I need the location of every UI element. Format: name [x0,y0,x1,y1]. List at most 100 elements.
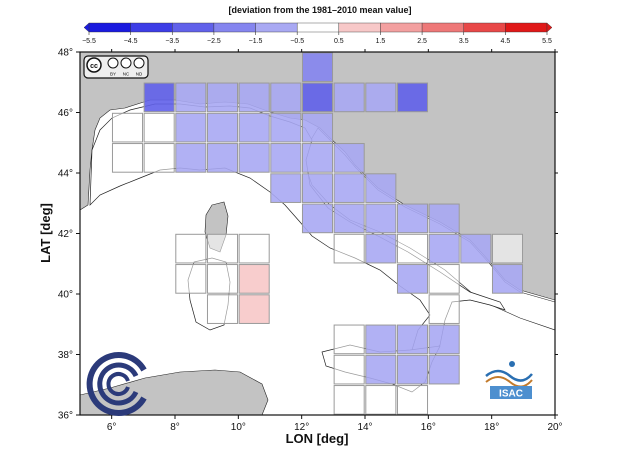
colorbar-segment [296,22,340,33]
grid-cell [143,112,175,143]
colorbar-segment [213,22,256,33]
grid-cell [491,233,524,264]
colorbar-tick-label: −2.5 [207,38,221,45]
y-tick-label: 46° [58,108,73,119]
grid-cell [333,173,365,203]
grid-cell [270,82,302,113]
y-tick-label: 38° [58,350,73,361]
nd-icon [133,57,145,69]
grid-cell [301,112,334,143]
colorbar-tick-label: 2.5 [417,38,427,45]
colorbar-tick-label: −1.5 [249,38,263,45]
grid-cell [238,294,270,324]
x-tick-label: 18° [484,422,499,433]
grid-cell [301,52,334,82]
grid-cell [365,385,397,415]
grid-cell [301,82,334,113]
grid-cell [238,264,270,294]
grid-cell [333,82,365,113]
colorbar-tick-label: −5.5 [82,38,96,45]
colorbar-title: [deviation from the 1981–2010 mean value… [228,5,412,15]
grid-cell [143,82,175,113]
grid-cell [206,112,239,143]
grid-cell [301,173,334,203]
colorbar-tick-label: −3.5 [165,38,179,45]
grid-cell [365,354,397,385]
colorbar: −5.5 −4.5 −3.5 −2.5 −1.5 −0.5 0.5 1.5 2.5 3.5 4.5 5… [82,22,553,45]
x-tick-label: 20° [547,422,562,433]
colorbar-max-arrow [546,22,553,33]
grid-cell [428,354,460,385]
colorbar-segment [338,22,381,33]
grid-cell [428,233,460,264]
grid-cell [206,82,239,113]
grid-cell [175,112,207,143]
grid-cell [333,385,365,415]
grid-cell [270,173,302,203]
grid-cell [365,82,397,113]
colorbar-segment [255,22,298,33]
cc-license-badge[interactable]: cc BY NC ND [83,55,149,79]
grid-cells [111,52,524,415]
grid-cell [491,264,524,294]
grid-cell [111,143,144,173]
grid-cell [365,203,397,234]
grid-cell [270,112,302,143]
grid-cell [206,294,239,324]
grid-cell [206,233,239,264]
grid-cell [396,82,429,113]
colorbar-tick-label: 1.5 [376,38,386,45]
y-tick-label: 36° [58,411,73,422]
grid-cell [333,324,365,355]
isac-logo-text: ISAC [499,389,523,400]
nd-label: ND [136,72,143,77]
grid-cell [396,233,429,264]
isac-logo: ISAC [483,358,533,400]
colorbar-tick-label: 5.5 [542,38,552,45]
colorbar-segment [380,22,423,33]
grid-cell [175,264,207,294]
grid-cell [428,264,460,294]
y-tick-label: 48° [58,48,73,59]
y-axis-title: LAT [deg] [38,203,53,263]
grid-cell [428,203,460,234]
grid-cell [206,264,239,294]
grid-cell [460,233,492,264]
x-tick-label: 8° [170,422,180,433]
grid-cell [396,264,429,294]
by-label: BY [110,72,116,77]
grid-cell [206,143,239,173]
nc-label: NC [123,72,130,77]
grid-cell [365,173,397,203]
grid-cell [396,385,429,415]
grid-cell [238,143,270,173]
grid-cell [333,233,365,264]
x-axis-title: LON [deg] [286,431,349,446]
grid-cell [111,112,144,143]
y-tick-label: 44° [58,169,73,180]
x-tick-label: 12° [294,422,309,433]
grid-cell [396,324,429,355]
grid-cell [301,143,334,173]
grid-cell [333,354,365,385]
cc-icon [86,57,102,73]
colorbar-tick-label: 3.5 [459,38,469,45]
map-axes: 6° 8° 10° 12° 14° 16° 18° 20° 36° 38° 40° 42° 44° 46°… [58,48,563,434]
grid-cell [365,233,397,264]
grid-cell [365,324,397,355]
y-tick-label: 40° [58,290,73,301]
x-tick-label: 16° [421,422,436,433]
colorbar-segment [130,22,173,33]
colorbar-segment [172,22,215,33]
grid-cell [428,294,460,324]
colorbar-tick-label: −4.5 [124,38,138,45]
colorbar-segment [463,22,506,33]
colorbar-tick-label: 0.5 [334,38,344,45]
grid-cell [301,203,334,234]
x-tick-label: 14° [357,422,372,433]
by-icon [107,57,119,69]
colorbar-segment [505,22,548,33]
grid-cell [238,82,270,113]
